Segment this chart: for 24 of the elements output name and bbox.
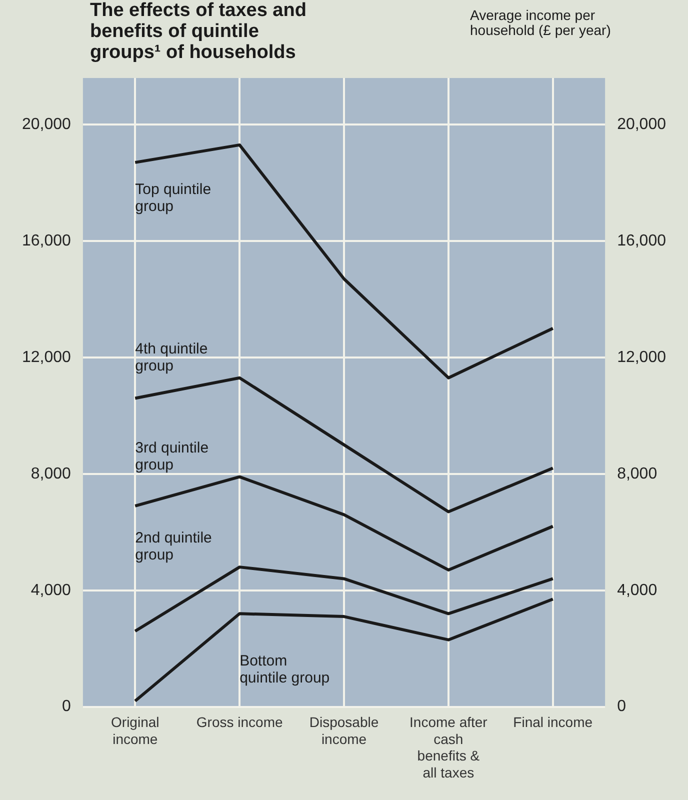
y2-tick-label: 0	[617, 698, 626, 716]
y-tick-label: 20,000	[22, 116, 72, 133]
y-tick-label: 8,000	[30, 465, 72, 482]
x-tick-label: Disposable income	[309, 714, 379, 747]
series-label: 3rd quintile group	[135, 439, 209, 474]
x-tick-label: Gross income	[196, 714, 283, 730]
y2-tick-label: 4,000	[617, 582, 658, 599]
y2-axis-title: Average income per household (£ per year)	[470, 7, 612, 38]
x-tick-label: Income after cash benefits & all taxes	[410, 714, 488, 780]
y2-tick-label: 20,000	[617, 116, 666, 133]
y-tick-label: 12,000	[22, 348, 72, 366]
series-label: 2nd quintile group	[135, 530, 212, 564]
y2-tick-label: 12,000	[617, 348, 666, 366]
y2-tick-label: 16,000	[617, 232, 666, 250]
y2-tick-label: 8,000	[617, 465, 658, 482]
y-tick-label: 16,000	[22, 232, 72, 250]
series-label: Bottom quintile group	[240, 652, 330, 686]
y-tick-label: 4,000	[30, 582, 72, 599]
series-label: Top quintile group	[135, 181, 212, 216]
y-tick-label: 0	[62, 698, 72, 716]
series-label: 4th quintile group	[135, 340, 208, 374]
x-tick-label: Original income	[111, 714, 160, 747]
chart-title: The effects of taxes and benefits of quintile groups¹ of households	[90, 0, 308, 63]
x-tick-label: Final income	[513, 714, 593, 730]
